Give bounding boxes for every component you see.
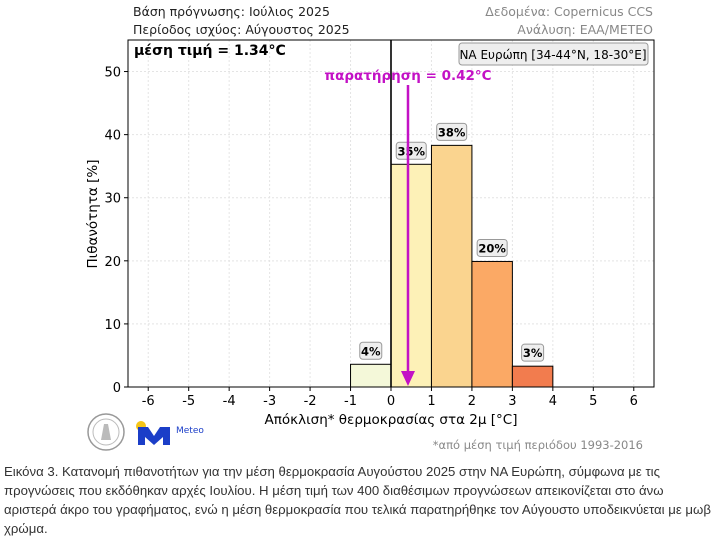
plot-frame: [127, 39, 655, 388]
x-tick-label: 4: [549, 394, 557, 409]
x-tick-label: -1: [344, 394, 357, 409]
bar: [511, 365, 554, 388]
bar-label-box: [359, 341, 383, 360]
chart-figure: Βάση πρόγνωσης: Ιούλιος 2025 Περίοδος ισ…: [85, 4, 655, 452]
region-label: ΝΑ Ευρώπη [34-44°N, 18-30°E]: [459, 48, 646, 62]
y-tick-label: 50: [104, 66, 121, 81]
y-tick-label: 30: [104, 192, 121, 207]
x-tick-label: -6: [142, 394, 155, 409]
bars: 4% 35% 38% 20% 3%: [350, 122, 554, 388]
bar-label: 4%: [361, 344, 381, 358]
bar-label: 20%: [478, 241, 506, 255]
region-box: [458, 42, 649, 66]
x-tick-label: 3: [508, 394, 516, 409]
mean-label: μέση τιμή = 1.34°C: [134, 43, 286, 59]
meteo-logo: Meteo: [136, 421, 204, 445]
bar-label-box: [476, 238, 508, 257]
x-tick-label: 0: [387, 394, 395, 409]
university-seal-logo: [87, 413, 125, 451]
x-tick-label: -4: [223, 394, 236, 409]
bar-label-box: [521, 343, 545, 362]
x-tick-label: 1: [427, 394, 435, 409]
data-source: Δεδομένα: Copernicus CCS: [485, 4, 653, 19]
x-tick-label: -5: [182, 394, 195, 409]
forecast-base: Βάση πρόγνωσης: Ιούλιος 2025: [133, 4, 330, 19]
arrow-head: [400, 371, 415, 386]
bar: [350, 363, 392, 388]
bar-label: 35%: [397, 144, 425, 158]
observation-label: παρατήρηση = 0.42°C: [324, 68, 491, 84]
x-tick-label: -2: [304, 394, 317, 409]
y-tick-label: 10: [104, 318, 121, 333]
y-tick-label: 20: [104, 255, 121, 270]
forecast-period: Περίοδος ισχύος: Αύγουστος 2025: [133, 22, 350, 37]
meteo-logo-text: Meteo: [176, 426, 204, 436]
bar: [390, 163, 432, 388]
bar-label-box: [436, 122, 468, 141]
bar: [430, 144, 473, 388]
bar-label: 3%: [523, 346, 543, 360]
x-tick-label: -3: [263, 394, 276, 409]
x-tick-label: 2: [468, 394, 476, 409]
bar-label: 38%: [438, 125, 466, 139]
bar: [471, 260, 513, 388]
figure-caption: Εικόνα 3. Κατανομή πιθανοτήτων για την μ…: [4, 464, 711, 536]
footnote: *από μέση τιμή περιόδου 1993-2016: [433, 438, 643, 452]
x-tick-label: 6: [630, 394, 638, 409]
x-axis-label: Απόκλιση* θερμοκρασίας στα 2μ [°C]: [265, 412, 518, 428]
bar-label-box: [395, 141, 427, 160]
y-axis-label: Πιθανότητα [%]: [85, 159, 101, 268]
x-tick-label: 5: [589, 394, 597, 409]
y-tick-label: 40: [104, 129, 121, 144]
y-tick-label: 0: [113, 381, 121, 396]
observation-arrow: [400, 85, 415, 386]
axis-ticks: -6 -5 -4 -3 -2 -1 0 1 2 3 4 5 6 0 10 20 30 40 50: [104, 66, 637, 409]
analysis-source: Ανάλυση: ΕΑΑ/METEO: [517, 22, 653, 37]
